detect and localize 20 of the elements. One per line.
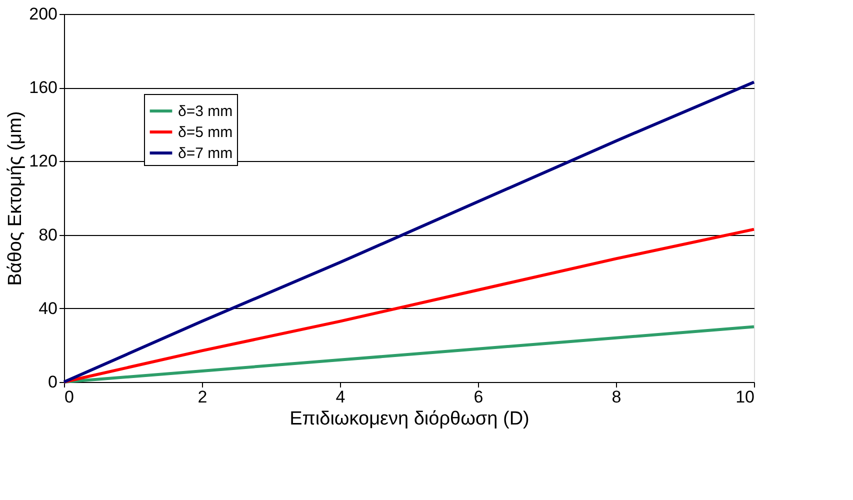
y-tick-label: 160	[29, 78, 58, 98]
legend-label: δ=3 mm	[178, 103, 233, 120]
y-axis-title: Βάθος Εκτομής (μm)	[5, 111, 26, 286]
y-tick-label: 120	[29, 152, 58, 171]
line-series	[62, 228, 756, 384]
line-series	[62, 325, 756, 384]
x-tick-label: 2	[198, 388, 208, 406]
y-tick-label: 0	[48, 372, 58, 392]
x-tick-label: 8	[612, 388, 622, 406]
y-tick-label: 200	[29, 4, 58, 24]
x-tick-label: 0	[64, 388, 74, 406]
x-tick-label: 4	[336, 388, 346, 406]
y-tick-label: 80	[38, 225, 58, 244]
y-tick-label: 40	[38, 298, 58, 318]
legend-label: δ=5 mm	[178, 124, 233, 141]
x-axis-title: Επιδιωκομενη διόρθωση (D)	[290, 408, 530, 430]
legend-label: δ=7 mm	[178, 145, 233, 162]
x-tick-label: 6	[474, 388, 484, 406]
x-tick-label: 10	[736, 388, 754, 406]
line-series	[62, 80, 756, 384]
